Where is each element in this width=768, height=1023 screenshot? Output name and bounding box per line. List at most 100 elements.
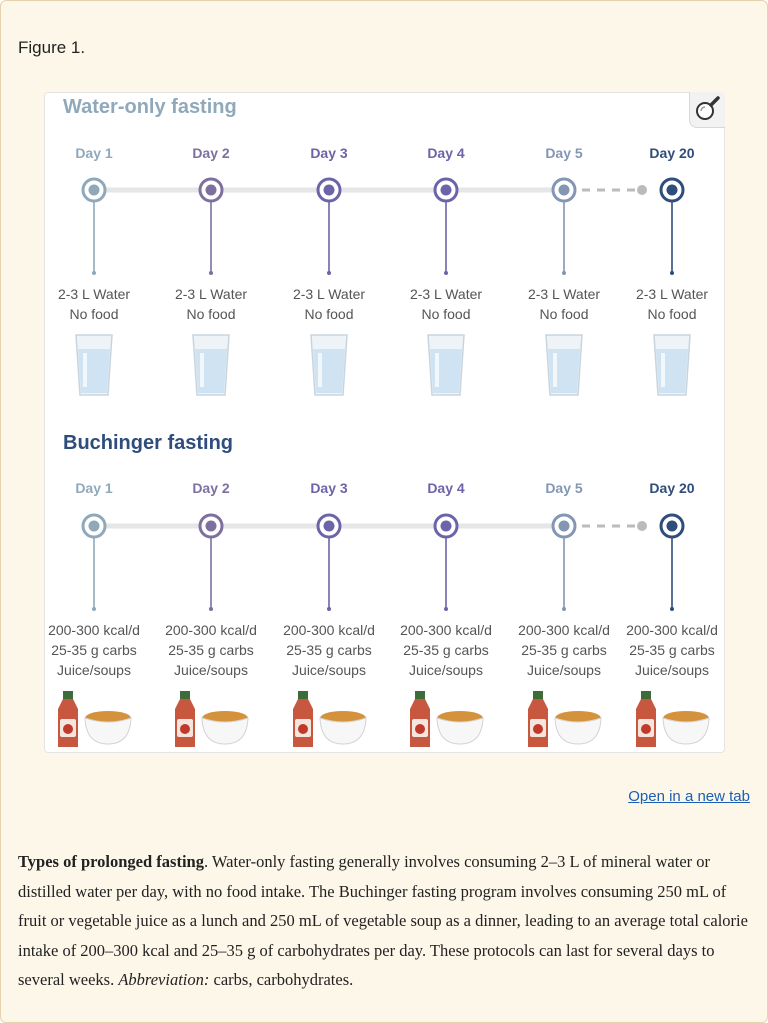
connector-end xyxy=(562,271,566,275)
buchinger-info-line1: 200-300 kcal/d xyxy=(165,622,257,638)
buchinger-info-line3: Juice/soups xyxy=(57,662,131,678)
water-info-line1: 2-3 L Water xyxy=(57,286,131,302)
connector-end xyxy=(670,607,674,611)
day-marker-dot xyxy=(666,184,678,196)
water-timeline xyxy=(75,177,691,396)
day-marker-dot xyxy=(323,184,335,196)
bottle-cap xyxy=(533,691,543,699)
glass-highlight xyxy=(661,353,665,387)
buchinger-day-label: Day 4 xyxy=(427,480,465,496)
water-day-label: Day 3 xyxy=(310,145,348,161)
water-info-line1: 2-3 L Water xyxy=(527,286,601,302)
water-info-line1: 2-3 L Water xyxy=(409,286,483,302)
bottle-cap xyxy=(180,691,190,699)
tomato-icon xyxy=(533,724,543,734)
connector-end xyxy=(92,607,96,611)
glass-highlight xyxy=(200,353,204,387)
water-fill xyxy=(656,349,688,393)
day-marker-dot xyxy=(558,520,570,532)
bowl xyxy=(662,717,710,745)
buchinger-info-line2: 25-35 g carbs xyxy=(286,642,372,658)
bottle-cap xyxy=(415,691,425,699)
connector-end xyxy=(670,271,674,275)
water-day-label: Day 4 xyxy=(427,145,465,161)
buchinger-info-line1: 200-300 kcal/d xyxy=(400,622,492,638)
connector-end xyxy=(327,607,331,611)
day-marker-dot xyxy=(88,184,100,196)
figure-label: Figure 1. xyxy=(18,38,86,57)
buchinger-info-line3: Juice/soups xyxy=(527,662,601,678)
water-info-line2: No food xyxy=(304,306,354,322)
day-marker-dot xyxy=(205,184,217,196)
water-info-line1: 2-3 L Water xyxy=(174,286,248,302)
day-marker-dot xyxy=(440,184,452,196)
water-fasting-title: Water-only fasting xyxy=(63,96,237,118)
buchinger-info-line3: Juice/soups xyxy=(409,662,483,678)
open-in-new-tab-link[interactable]: Open in a new tab xyxy=(628,788,750,805)
caption-abbreviation-text: carbs, carbohydrates. xyxy=(209,970,354,989)
day-marker-dot xyxy=(666,520,678,532)
bottle-cap xyxy=(298,691,308,699)
tomato-icon xyxy=(298,724,308,734)
water-day-label: Day 2 xyxy=(192,145,230,161)
connector-end xyxy=(92,271,96,275)
connector-end xyxy=(562,607,566,611)
buchinger-info-line3: Juice/soups xyxy=(174,662,248,678)
connector-end xyxy=(209,271,213,275)
water-info-line2: No food xyxy=(539,306,589,322)
day-marker-dot xyxy=(323,520,335,532)
connector-end xyxy=(327,271,331,275)
bowl xyxy=(201,717,249,745)
bottle-cap xyxy=(63,691,73,699)
water-info-line2: No food xyxy=(421,306,471,322)
tomato-icon xyxy=(641,724,651,734)
buchinger-info-line2: 25-35 g carbs xyxy=(629,642,715,658)
day-marker-dot xyxy=(440,520,452,532)
connector-end xyxy=(444,607,448,611)
buchinger-info-line3: Juice/soups xyxy=(292,662,366,678)
water-fill xyxy=(195,349,227,393)
glass-highlight xyxy=(318,353,322,387)
water-info-line2: No food xyxy=(69,306,119,322)
figure-caption: Types of prolonged fasting. Water-only f… xyxy=(18,847,752,995)
water-day-label: Day 1 xyxy=(75,145,113,161)
glass-highlight xyxy=(553,353,557,387)
bowl xyxy=(436,717,484,745)
buchinger-fasting-title: Buchinger fasting xyxy=(63,432,234,454)
buchinger-info-line2: 25-35 g carbs xyxy=(168,642,254,658)
buchinger-day-label: Day 20 xyxy=(649,480,695,496)
connector-end xyxy=(209,607,213,611)
magnify-button[interactable] xyxy=(689,92,725,128)
buchinger-day-label: Day 5 xyxy=(545,480,583,496)
magnifier-icon xyxy=(696,96,720,120)
bowl xyxy=(554,717,602,745)
water-info-line1: 2-3 L Water xyxy=(292,286,366,302)
buchinger-info-line1: 200-300 kcal/d xyxy=(626,622,718,638)
water-day-label: Day 5 xyxy=(545,145,583,161)
water-fill xyxy=(430,349,462,393)
caption-abbreviation-label: Abbreviation: xyxy=(118,970,210,989)
caption-text: . Water-only fasting generally involves … xyxy=(18,852,748,989)
buchinger-info-line2: 25-35 g carbs xyxy=(403,642,489,658)
buchinger-info-line1: 200-300 kcal/d xyxy=(283,622,375,638)
glass-highlight xyxy=(435,353,439,387)
buchinger-info-line1: 200-300 kcal/d xyxy=(48,622,140,638)
bowl xyxy=(84,717,132,745)
tomato-icon xyxy=(63,724,73,734)
buchinger-day-label: Day 1 xyxy=(75,480,113,496)
buchinger-info-line1: 200-300 kcal/d xyxy=(518,622,610,638)
figure-image[interactable] xyxy=(44,92,725,753)
buchinger-day-label: Day 2 xyxy=(192,480,230,496)
timeline-gap-dot xyxy=(637,185,647,195)
water-info-line2: No food xyxy=(647,306,697,322)
day-marker-dot xyxy=(88,520,100,532)
bottle-cap xyxy=(641,691,651,699)
water-day-label: Day 20 xyxy=(649,145,695,161)
glass-highlight xyxy=(83,353,87,387)
water-info-line2: No food xyxy=(186,306,236,322)
caption-title: Types of prolonged fasting xyxy=(18,852,204,871)
bowl xyxy=(319,717,367,745)
day-marker-dot xyxy=(558,184,570,196)
tomato-icon xyxy=(415,724,425,734)
